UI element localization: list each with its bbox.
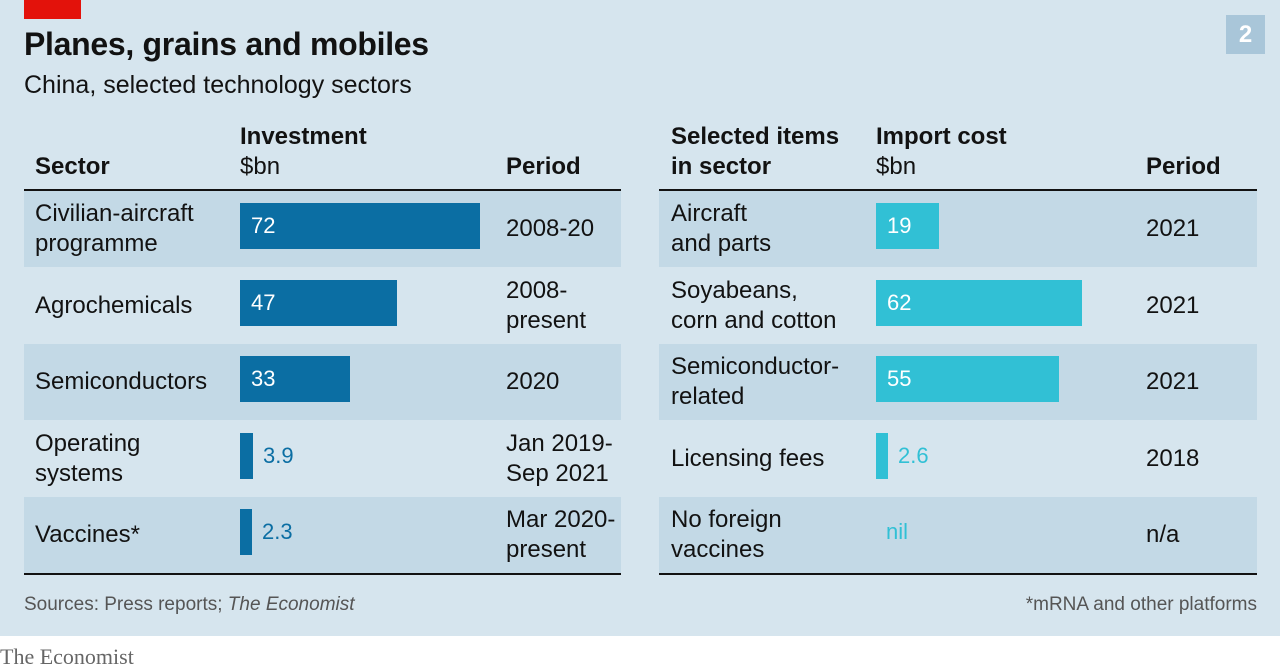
right-bottom-rule — [659, 573, 1257, 575]
header-import-cost: Import cost — [876, 123, 1007, 150]
left-period: Jan 2019- Sep 2021 — [506, 429, 613, 487]
header-items-line1: Selected items — [671, 123, 840, 150]
header-period-left: Period — [506, 153, 581, 180]
chart-panel: Planes, grains and mobiles China, select… — [0, 0, 1280, 636]
item-label: No foreign vaccines — [671, 506, 782, 563]
footnote: *mRNA and other platforms — [1025, 594, 1257, 615]
investment-bar — [240, 279, 397, 326]
header-period-right: Period — [1146, 153, 1221, 180]
brand-red-bar — [24, 0, 81, 19]
header-items-line2: in sector — [671, 153, 772, 180]
import-value-label: 62 — [887, 289, 912, 315]
left-period: 2008-20 — [506, 215, 595, 242]
sector-label: Vaccines* — [35, 521, 140, 548]
left-header-rule — [24, 189, 621, 191]
sources-note: Sources: Press reports; The Economist — [24, 594, 355, 616]
left-period: 2008- present — [506, 276, 587, 334]
right-row-shade — [659, 497, 1257, 573]
item-label: Aircraft and parts — [671, 200, 772, 257]
chart-title: Planes, grains and mobiles — [24, 26, 429, 62]
left-period: Mar 2020- present — [506, 506, 616, 563]
left-row-shade — [24, 497, 621, 573]
economist-logo: The Economist — [0, 644, 134, 669]
right-period: 2021 — [1146, 368, 1200, 395]
investment-bar — [240, 432, 253, 479]
sector-label: Agrochemicals — [35, 291, 193, 319]
import-value-label: 2.6 — [898, 442, 929, 468]
item-label: Soyabeans, corn and cotton — [671, 276, 837, 334]
chart-number-badge: 2 — [1226, 15, 1265, 54]
header-investment: Investment — [240, 123, 367, 150]
investment-bar — [240, 509, 252, 555]
import-cost-bar — [876, 356, 1059, 402]
import-cost-bar — [876, 203, 939, 249]
investment-value-label: 2.3 — [262, 519, 293, 544]
chart-subtitle: China, selected technology sectors — [24, 71, 412, 99]
right-period: 2018 — [1146, 444, 1200, 472]
right-row-shade — [659, 191, 1257, 267]
investment-value-label: 3.9 — [263, 442, 294, 468]
header-sector: Sector — [35, 153, 110, 180]
right-period: 2021 — [1146, 291, 1200, 319]
sector-label: Semiconductors — [35, 368, 208, 395]
sector-label: Civilian-aircraft programme — [35, 200, 194, 257]
item-label: Semiconductor- related — [671, 353, 840, 410]
sector-label: Operating systems — [35, 429, 141, 487]
left-bottom-rule — [24, 573, 621, 575]
header-import-unit: $bn — [876, 153, 917, 180]
investment-value-label: 72 — [251, 213, 276, 238]
sources-publication: The Economist — [227, 594, 355, 615]
import-value-label: 55 — [887, 366, 912, 391]
item-label: Licensing fees — [671, 444, 825, 472]
import-value-label: nil — [886, 519, 909, 544]
investment-bar — [240, 356, 350, 402]
import-cost-bar — [876, 432, 888, 479]
header-investment-unit: $bn — [240, 153, 281, 180]
sources-prefix: Sources: Press reports; — [24, 594, 228, 615]
left-period: 2020 — [506, 368, 560, 395]
investment-value-label: 47 — [251, 289, 276, 315]
investment-bar — [240, 203, 480, 249]
right-period: n/a — [1146, 521, 1180, 548]
import-cost-bar — [876, 279, 1082, 326]
right-header-rule — [659, 189, 1257, 191]
import-value-label: 19 — [887, 213, 912, 238]
right-period: 2021 — [1146, 215, 1200, 242]
investment-value-label: 33 — [251, 366, 276, 391]
